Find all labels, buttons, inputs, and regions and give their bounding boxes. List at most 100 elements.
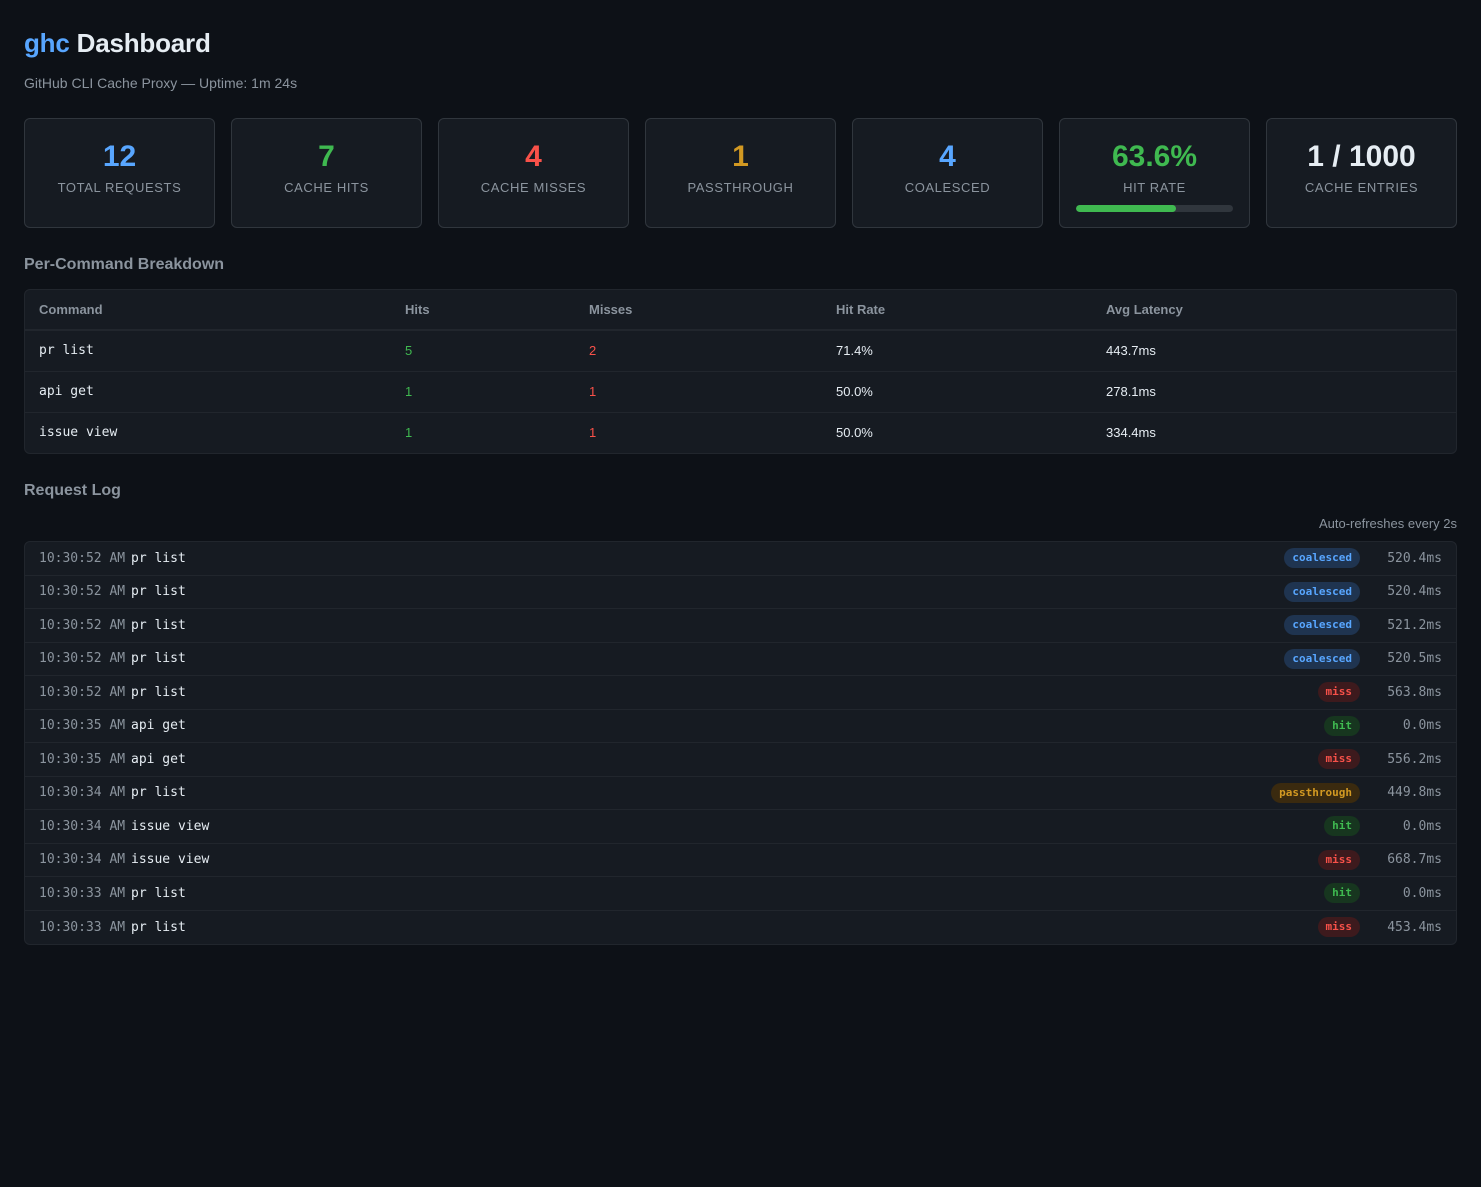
log-time: 10:30:35 AM [39,718,126,734]
stat-label: COALESCED [904,180,991,195]
log-command: pr list [131,885,186,901]
stat-value: 1 [732,140,749,173]
log-row: 10:30:34 AM pr list passthrough 449.8ms [25,777,1456,810]
stat-label: CACHE ENTRIES [1304,180,1419,195]
auto-refresh-note: Auto-refreshes every 2s [1318,516,1457,531]
log-row: 10:30:34 AM issue view miss 668.7ms [25,844,1456,877]
hit-rate-progress-fill [1076,205,1176,212]
command-cell: issue view [39,425,118,441]
status-badge: miss [1317,682,1360,703]
log-command: pr list [131,550,186,566]
log-latency: 521.2ms [1387,617,1442,633]
log-latency: 563.8ms [1387,684,1442,700]
log-command: api get [131,718,186,734]
log-latency: 520.4ms [1387,550,1442,566]
column-header-hit-rate: Hit Rate [822,290,1092,331]
stat-label: HIT RATE [1123,180,1186,195]
log-row: 10:30:52 AM pr list coalesced 520.5ms [25,643,1456,676]
status-badge: coalesced [1284,615,1360,636]
log-latency: 520.5ms [1387,651,1442,667]
stat-value: 7 [318,140,335,173]
avg-latency-cell: 443.7ms [1092,330,1456,372]
stats-row: 12 TOTAL REQUESTS 7 CACHE HITS 4 CACHE M… [24,118,1457,228]
log-row: 10:30:52 AM pr list coalesced 520.4ms [25,576,1456,609]
stat-value: 63.6% [1111,140,1198,173]
avg-latency-cell: 334.4ms [1106,425,1156,441]
stat-label: CACHE MISSES [480,180,587,195]
stat-label: TOTAL REQUESTS [57,180,182,195]
column-header-avg-latency: Avg Latency [1092,290,1456,331]
log-latency: 0.0ms [1402,818,1442,834]
title-text: Dashboard [76,28,211,58]
log-row: 10:30:35 AM api get miss 556.2ms [25,743,1456,777]
log-time: 10:30:34 AM [39,818,126,834]
log-row: 10:30:52 AM pr list miss 563.8ms [25,676,1456,710]
stat-card-cache-hits: 7 CACHE HITS [231,118,422,228]
log-row: 10:30:52 AM pr list coalesced 521.2ms [25,609,1456,643]
log-latency: 0.0ms [1402,885,1442,901]
log-command: pr list [131,617,186,633]
status-badge: miss [1317,849,1360,870]
hits-cell: 1 [405,425,413,441]
column-header-misses: Misses [575,290,822,331]
log-command: pr list [131,584,186,600]
status-badge: miss [1317,749,1360,770]
status-badge: coalesced [1284,648,1360,669]
table-row: pr list 5 2 71.4% 443.7ms [25,330,1456,372]
stat-label: PASSTHROUGH [687,180,794,195]
hit-rate-cell: 50.0% [822,371,1092,413]
avg-latency-cell: 278.1ms [1092,371,1456,413]
stat-value: 4 [939,140,956,173]
log-command: issue view [131,818,210,834]
status-badge: hit [1324,715,1360,736]
table-header-row: Command Hits Misses Hit Rate Avg Latency [25,290,1456,331]
log-row: 10:30:33 AM pr list miss 453.4ms [25,911,1456,945]
log-command: issue view [131,852,210,868]
status-badge: hit [1324,816,1360,837]
status-badge: hit [1324,883,1360,904]
log-latency: 668.7ms [1387,852,1442,868]
breakdown-table-container: Command Hits Misses Hit Rate Avg Latency… [24,289,1457,454]
log-row: 10:30:35 AM api get hit 0.0ms [25,710,1456,743]
hit-rate-progress-bar [1076,205,1233,212]
log-command: api get [131,751,186,767]
misses-cell: 1 [575,371,822,413]
log-row: 10:30:52 AM pr list coalesced 520.4ms [25,542,1456,576]
page-subtitle: GitHub CLI Cache Proxy — Uptime: 1m 24s [24,75,298,91]
log-command: pr list [131,785,186,801]
log-time: 10:30:52 AM [39,550,126,566]
log-row: 10:30:34 AM issue view hit 0.0ms [25,810,1456,844]
log-time: 10:30:34 AM [39,785,126,801]
log-time: 10:30:35 AM [39,751,126,767]
stat-card-cache-misses: 4 CACHE MISSES [438,118,629,228]
breakdown-title: Per-Command Breakdown [24,256,225,273]
log-time: 10:30:34 AM [39,852,126,868]
status-badge: passthrough [1271,782,1360,803]
stat-card-coalesced: 4 COALESCED [852,118,1043,228]
brand-name: ghc [24,28,70,58]
log-time: 10:30:52 AM [39,617,126,633]
command-cell: api get [25,371,391,413]
log-latency: 556.2ms [1387,751,1442,767]
log-command: pr list [131,919,186,935]
log-latency: 453.4ms [1387,919,1442,935]
hits-cell: 5 [391,330,575,372]
stat-value: 4 [525,140,542,173]
log-latency: 449.8ms [1387,785,1442,801]
log-time: 10:30:33 AM [39,885,126,901]
misses-cell: 1 [589,425,597,441]
log-time: 10:30:52 AM [39,584,126,600]
log-latency: 0.0ms [1402,718,1442,734]
column-header-hits: Hits [391,290,575,331]
column-header-command: Command [25,290,391,331]
log-time: 10:30:52 AM [39,684,126,700]
log-row: 10:30:33 AM pr list hit 0.0ms [25,877,1456,911]
table-row: issue view 1 1 50.0% 334.4ms [25,412,1456,453]
log-time: 10:30:33 AM [39,919,126,935]
status-badge: coalesced [1284,548,1360,569]
stat-value: 1 / 1000 [1307,140,1416,173]
request-log-list[interactable]: 10:30:52 AM pr list coalesced 520.4ms 10:30:… [24,541,1457,945]
request-log-title: Request Log [24,482,121,499]
log-time: 10:30:52 AM [39,651,126,667]
stat-card-passthrough: 1 PASSTHROUGH [645,118,836,228]
